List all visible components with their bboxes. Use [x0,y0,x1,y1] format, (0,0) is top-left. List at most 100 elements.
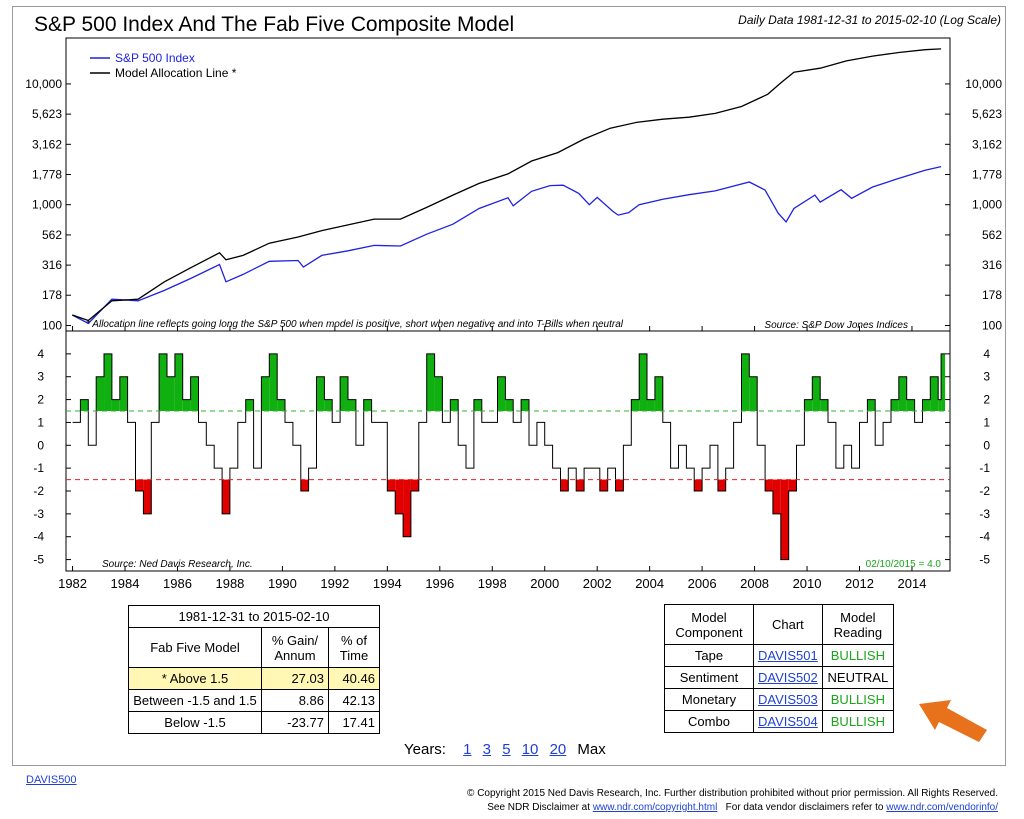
top-y-tick-label-left: 562 [42,228,62,242]
bottom-y-tick-label-right: -1 [979,461,990,475]
oscillator-bar-above [80,399,89,411]
oscillator-bar-above [104,353,112,411]
years-option-20[interactable]: 20 [549,741,567,758]
oscillator-bar-below [560,479,569,491]
oscillator-bar-above [749,376,758,411]
bottom-y-tick-label-left: 2 [37,393,44,407]
oscillator-bar-above [340,376,348,411]
oscillator-bar-below [615,479,624,491]
comp-row-component: Sentiment [664,666,754,689]
perf-row: * Above 1.5 27.03 40.46 [128,667,380,690]
perf-row-label: Below -1.5 [128,711,262,734]
comp-row: Combo DAVIS504 BULLISH [664,710,895,733]
oscillator-bar-above [890,399,899,411]
oscillator-bar-below [410,479,419,491]
oscillator-bar-above [938,399,942,411]
years-option-max: Max [577,741,606,758]
top-y-tick-label-right: 10,000 [965,77,1002,91]
top-y-tick-label-left: 1,000 [32,198,62,212]
perf-col-time: % of Time [328,627,380,668]
oscillator-bar-above [174,353,183,411]
arrow-icon [919,700,987,742]
bottom-source: Source: Ned Davis Research, Inc. [102,559,253,570]
bottom-panel-border [65,330,951,572]
oscillator-bar-below [599,479,608,491]
comp-row-component: Tape [664,644,754,667]
oscillator-bar-above [804,399,813,411]
oscillator-bar-below [780,479,789,560]
comp-col-chart: Chart [753,604,823,645]
oscillator-bar-above [182,399,191,411]
oscillator-bar-above [497,376,506,411]
chart-link-davis503[interactable]: DAVIS503 [758,692,818,707]
oscillator-bar-above [245,399,254,411]
oscillator-bar-above [639,353,648,411]
chart-frame [12,6,1006,766]
comp-row-reading: BULLISH [821,644,895,667]
oscillator-bar-above [111,399,120,411]
oscillator-bar-below [300,479,309,491]
davis500-link[interactable]: DAVIS500 [26,774,77,786]
x-tick-label: 2002 [583,576,612,591]
perf-row: Between -1.5 and 1.5 8.86 42.13 [128,689,380,712]
oscillator-bar-above [96,376,105,411]
oscillator-bar-below [788,479,797,491]
bottom-y-tick-label-right: -4 [979,530,990,544]
x-tick-label: 1986 [163,576,192,591]
bottom-y-tick-label-left: -5 [33,553,44,567]
oscillator-bar-above [434,376,443,411]
comp-row-reading: BULLISH [821,710,895,733]
oscillator-bar-above [277,399,286,411]
oscillator-bar-above [190,376,199,411]
chart-link-davis504[interactable]: DAVIS504 [758,714,818,729]
disclaimer-pre: See NDR Disclaimer at [487,802,591,813]
legend-label-model: Model Allocation Line * [115,66,237,80]
x-tick-label: 2004 [635,576,664,591]
comp-row-reading: BULLISH [821,688,895,711]
copyright-text: © Copyright 2015 Ned Davis Research, Inc… [467,788,998,799]
x-tick-label: 1996 [425,576,454,591]
top-y-tick-label-right: 1,000 [972,198,1002,212]
comp-row: Tape DAVIS501 BULLISH [664,644,895,667]
oscillator-bar-above [898,376,907,411]
perf-row-label: * Above 1.5 [128,667,262,690]
chart-link-davis501[interactable]: DAVIS501 [758,648,818,663]
sp500-series-line [71,165,942,325]
bottom-y-tick-label-left: -4 [33,530,44,544]
comp-row: Monetary DAVIS503 BULLISH [664,688,895,711]
top-y-tick-label-left: 5,623 [32,107,62,121]
years-option-3[interactable]: 3 [482,741,492,758]
ndr-copyright-link[interactable]: www.ndr.com/copyright.html [592,802,718,813]
years-option-1[interactable]: 1 [463,741,472,758]
years-option-5[interactable]: 5 [502,741,511,758]
top-y-tick-label-left: 10,000 [25,77,62,91]
bottom-y-tick-label-right: 3 [983,370,990,384]
oscillator-bar-below [772,479,781,514]
model-allocation-series-line [72,48,942,322]
ndr-vendor-link[interactable]: www.ndr.com/vendorinfo/ [886,802,998,813]
years-label: Years: [404,741,446,758]
perf-row-gain: 27.03 [261,667,329,690]
x-axis: 1982 1984 1986 1988 1990 1992 1994 1996 1998 2000… [58,326,926,591]
oscillator-bar-below [765,479,773,491]
bottom-y-tick-label-right: 0 [983,438,990,452]
bottom-y-tick-label-left: -3 [33,507,44,521]
oscillator-bar-above [741,353,750,411]
comp-col-reading: Model Reading [821,604,895,645]
years-option-10[interactable]: 10 [521,741,539,758]
perf-row: Below -1.5 -23.77 17.41 [128,711,380,734]
top-y-tick-label-right: 178 [982,288,1002,302]
chart-title: S&P 500 Index And The Fab Five Composite… [34,13,514,36]
top-y-tick-label-right: 562 [982,228,1002,242]
x-tick-label: 2006 [688,576,717,591]
comp-row-reading: NEUTRAL [821,666,895,689]
oscillator-bar-above [906,399,915,411]
oscillator-bar-above [521,399,529,411]
top-y-tick-label-left: 3,162 [32,137,62,151]
chart-link-davis502[interactable]: DAVIS502 [758,670,818,685]
x-tick-label: 1982 [58,576,87,591]
oscillator-bar-above [324,399,333,411]
x-tick-label: 2000 [530,576,559,591]
bottom-y-tick-label-right: -2 [979,484,990,498]
perf-row-gain: -23.77 [261,711,329,734]
